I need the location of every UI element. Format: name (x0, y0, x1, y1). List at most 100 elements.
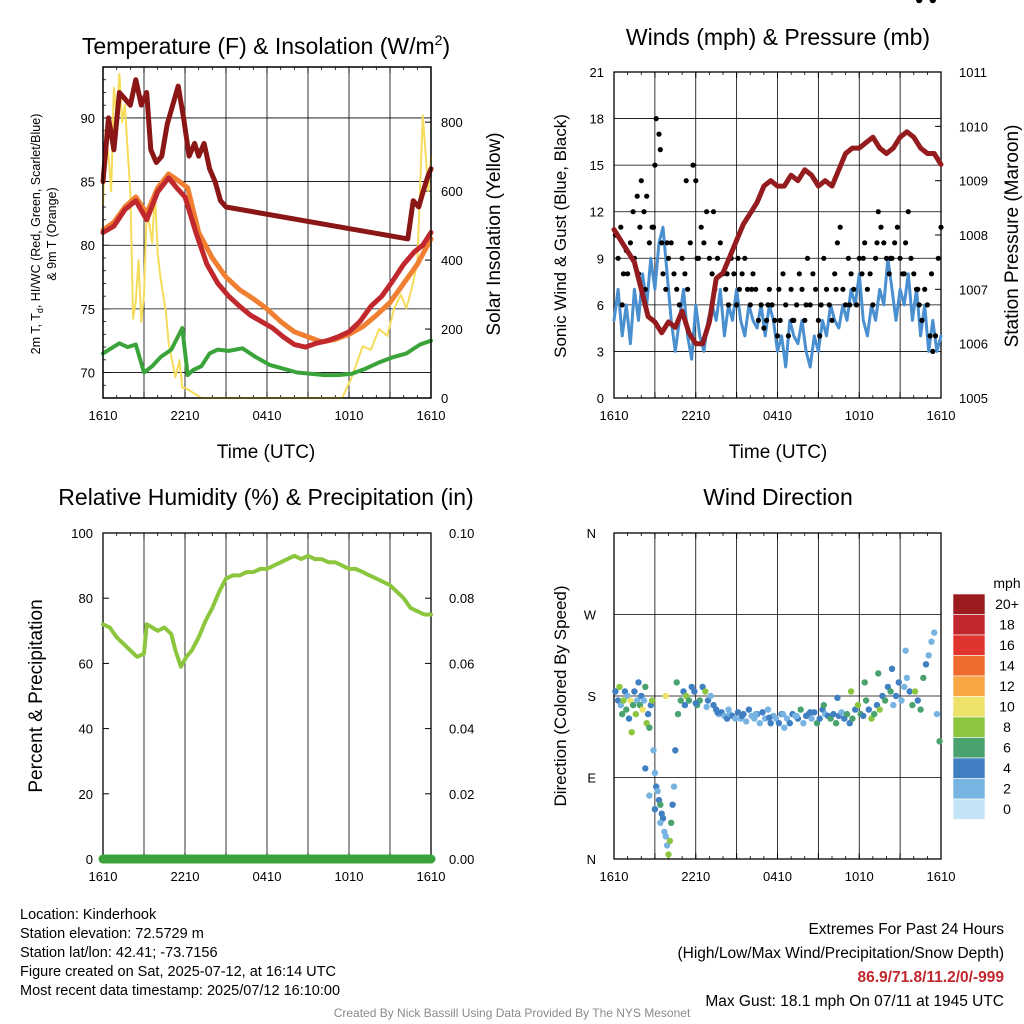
temperature-panel-title: Temperature (F) & Insolation (W/m2) (82, 32, 450, 59)
direction-point (933, 710, 941, 718)
direction-point (767, 720, 774, 727)
temp-xtick-label: 1610 (89, 408, 118, 423)
direction-point (772, 715, 780, 722)
rh-ytick-right: 0.08 (449, 591, 474, 606)
direction-point (838, 709, 845, 716)
speed-legend-title: mph (993, 575, 1020, 591)
direction-point (854, 701, 862, 709)
direction-point (681, 701, 689, 709)
speed-legend-label: 20+ (995, 596, 1019, 612)
direction-point (619, 710, 626, 718)
temperature-right-ylabel: Solar Insolation (Yellow) (484, 132, 505, 335)
direction-point (651, 769, 659, 777)
temp-series-insolation (102, 72, 432, 399)
direction-point (616, 683, 623, 691)
direction-point (612, 688, 619, 695)
wind-gust-point (901, 271, 907, 277)
speed-legend-swatch (952, 655, 986, 677)
direction-point (916, 0, 923, 4)
speed-legend-swatch (952, 716, 986, 738)
wind-gust-point (851, 286, 857, 292)
wind-gust-point (663, 286, 669, 292)
rh-ytick-left: 0 (86, 852, 93, 867)
wind-xtick-label: 1010 (845, 408, 874, 423)
temp-series-dewpoint (101, 326, 433, 378)
temp-series-heat_index (100, 77, 434, 242)
wind-gust-point (690, 162, 696, 168)
wind-gust-point (873, 255, 879, 261)
wind-gust-point (618, 224, 624, 230)
wind-gust-point (665, 255, 672, 261)
wind-gust-point (785, 333, 792, 339)
wind-ytick-right: 1007 (959, 282, 988, 297)
wind-gust-point (810, 271, 816, 277)
rh-ytick-left: 100 (71, 526, 93, 541)
wind-gust-point (894, 224, 901, 230)
wind-panel-title: Winds (mph) & Pressure (mb) (626, 24, 930, 50)
dir-xtick-label: 1610 (927, 869, 956, 884)
extremes-box: Extremes For Past 24 Hours (High/Low/Max… (678, 918, 1005, 1014)
wind-gust-point (777, 317, 783, 323)
wind-gust-point (641, 209, 647, 215)
wind-ytick-right: 1011 (959, 65, 987, 80)
wind-gust-point (930, 348, 936, 354)
wind-gust-point (646, 240, 653, 246)
wind-gust-point (818, 302, 824, 308)
direction-point (631, 688, 638, 695)
wind-gust-point (860, 255, 866, 261)
wind-gust-point (671, 271, 677, 277)
direction-point (779, 710, 787, 718)
wind-gust-point (706, 255, 713, 261)
temp-ytick-left: 75 (81, 302, 95, 317)
wind-gust-point (804, 255, 811, 261)
direction-point (756, 720, 763, 727)
wind-gust-point (888, 255, 894, 261)
wind-axes: 1610 2210 0410 1010 1610 0 3 6 9 12 15 18 21 1005 1006… (590, 65, 988, 423)
direction-left-ylabel: Direction (Colored By Speed) (551, 585, 570, 806)
wind-gust-point (807, 302, 813, 308)
wind-gust-point (897, 255, 903, 261)
plot-areas: 1610 2210 0410 1010 161070758085900200400600… (71, 0, 988, 884)
wind-gust-point (615, 255, 621, 261)
direction-point (931, 629, 938, 636)
wind-gust-point (799, 286, 805, 292)
speed-legend-label: 2 (1003, 781, 1011, 797)
rh-ytick-left: 40 (79, 722, 93, 737)
speed-legend-label: 4 (1003, 760, 1011, 776)
speed-legend-label: 0 (1003, 801, 1011, 817)
speed-legend-swatch (952, 675, 986, 697)
temp-xtick-label: 1610 (417, 408, 446, 423)
direction-point (862, 697, 870, 704)
rh-ytick-left: 20 (79, 787, 93, 802)
wind-gust-point (938, 224, 944, 230)
direction-point (906, 688, 913, 695)
wind-gust-point (915, 286, 921, 292)
wind-panel: Winds (mph) & Pressure (mb) Sonic Wind &… (551, 24, 1023, 463)
rh-xtick-label: 2210 (171, 869, 200, 884)
wind-gust-point (794, 302, 800, 308)
wind-gust-point (783, 302, 789, 308)
direction-point (898, 697, 905, 704)
wind-gust-point (840, 286, 846, 292)
wind-gust-point (674, 286, 680, 292)
wind-gust-point (864, 286, 871, 292)
direction-point (890, 701, 897, 709)
speed-legend-swatch (952, 614, 986, 636)
direction-point (623, 706, 630, 713)
wind-gust-point (796, 271, 802, 277)
rh-xtick-label: 1010 (335, 869, 364, 884)
wind-gust-point (883, 255, 890, 261)
direction-point (800, 720, 807, 727)
direction-point (657, 819, 664, 826)
rh-ytick-left: 80 (79, 591, 93, 606)
direction-point (834, 694, 841, 701)
wind-gust-point (919, 317, 925, 323)
direction-point (871, 710, 878, 718)
direction-point (781, 724, 788, 731)
direction-point (888, 665, 896, 672)
direction-point (861, 679, 868, 686)
speed-legend-swatch (952, 634, 986, 656)
wind-gust-point (657, 147, 663, 153)
wind-gust-point (903, 240, 909, 246)
